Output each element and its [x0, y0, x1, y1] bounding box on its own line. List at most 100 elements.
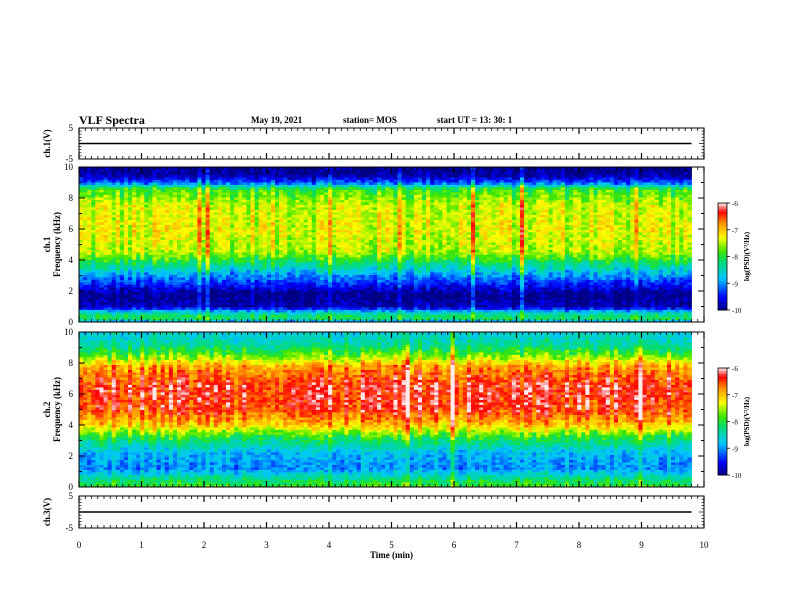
spectrogram-cell: [201, 242, 206, 245]
spectrogram-cell: [552, 314, 558, 318]
spectrogram-cell: [499, 249, 505, 253]
spectrogram-cell: [593, 307, 598, 310]
spectrogram-cell: [287, 267, 292, 270]
spectrogram-cell: [132, 319, 137, 323]
spectrogram-cell: [311, 279, 317, 283]
spectrogram-cell: [532, 262, 537, 265]
spectrogram-cell: [573, 247, 578, 250]
spectrogram-cell: [111, 269, 117, 273]
spectrogram-cell: [315, 284, 321, 288]
spectrogram-cell: [597, 272, 603, 275]
spectrogram-cell: [385, 252, 390, 255]
spectrogram-cell: [336, 247, 341, 250]
spectrogram-cell: [295, 244, 300, 248]
spectrogram-cell: [226, 297, 231, 300]
spectrogram-cell: [667, 269, 672, 273]
spectrogram-cell: [307, 249, 313, 253]
spectrogram-cell: [560, 277, 566, 280]
spectrogram-cell: [438, 279, 443, 283]
spectrogram-cell: [205, 292, 211, 295]
spectrogram-cell: [115, 247, 121, 250]
spectrogram-cell: [503, 304, 509, 308]
spectrogram-cell: [528, 269, 533, 273]
spectrogram-cell: [238, 302, 243, 305]
spectrogram-cell: [205, 289, 211, 293]
spectrogram-cell: [368, 277, 374, 280]
spectrogram-cell: [254, 272, 260, 275]
spectrogram-cell: [581, 319, 586, 323]
spectrogram-cell: [613, 309, 619, 313]
spectrogram-cell: [87, 249, 92, 253]
spectrogram-cell: [201, 259, 206, 263]
spectrogram-cell: [466, 239, 472, 243]
spectrogram-cell: [287, 304, 292, 308]
spectrogram-cell: [589, 292, 594, 295]
spectrogram-cell: [389, 249, 394, 253]
spectrogram-cell: [226, 314, 231, 318]
spectrogram-cell: [585, 254, 590, 258]
spectrogram-cell: [128, 297, 133, 300]
spectrogram-cell: [360, 309, 366, 313]
spectrogram-cell: [279, 309, 284, 313]
spectrogram-cell: [275, 302, 280, 305]
spectrogram-cell: [507, 299, 513, 303]
spectrogram-cell: [373, 257, 378, 260]
spectrogram-cell: [430, 244, 435, 248]
spectrogram-cell: [168, 247, 174, 250]
spectrogram-cell: [185, 297, 190, 300]
spectrogram-cell: [393, 317, 398, 320]
spectrogram-cell: [401, 297, 407, 300]
spectrogram-cell: [242, 274, 247, 278]
spectrogram-cell: [438, 289, 443, 293]
spectrogram-cell: [250, 304, 255, 308]
spectrogram-cell: [328, 307, 333, 310]
spectrogram-cell: [83, 264, 88, 268]
spectrogram-cell: [332, 254, 337, 258]
spectrogram-cell: [609, 304, 615, 308]
spectrogram-cell: [270, 302, 276, 305]
spectrogram-cell: [381, 252, 386, 255]
spectrogram-cell: [434, 252, 439, 255]
spectrogram-cell: [132, 277, 137, 280]
spectrogram-cell: [197, 272, 202, 275]
spectrogram-cell: [111, 254, 117, 258]
spectrogram-cell: [377, 317, 382, 320]
spectrogram-cell: [524, 319, 529, 323]
spectrogram-cell: [544, 242, 549, 245]
spectrogram-cell: [511, 269, 517, 273]
spectrogram-cell: [536, 309, 541, 313]
spectrogram-cell: [581, 309, 586, 313]
spectrogram-cell: [503, 277, 509, 280]
spectrogram-cell: [87, 272, 92, 275]
spectrogram-cell: [446, 267, 451, 270]
spectrogram-cell: [299, 292, 304, 295]
spectrogram-cell: [123, 282, 129, 285]
spectrogram-cell: [671, 307, 676, 310]
spectrogram-cell: [462, 254, 468, 258]
spectrogram-cell: [417, 299, 423, 303]
spectrogram-cell: [172, 284, 178, 288]
spectrogram-cell: [662, 309, 668, 313]
spectrogram-cell: [552, 317, 558, 320]
spectrogram-cell: [544, 239, 549, 243]
spectrogram-cell: [577, 269, 582, 273]
spectrogram-cell: [446, 317, 451, 320]
spectrogram-cell: [626, 299, 631, 303]
spectrogram-cell: [152, 252, 157, 255]
spectrogram-cell: [667, 317, 672, 320]
spectrogram-cell: [417, 252, 423, 255]
spectrogram-cell: [511, 259, 517, 263]
spectrogram-cell: [658, 247, 664, 250]
spectrogram-cell: [221, 317, 227, 320]
spectrogram-cell: [393, 249, 398, 253]
spectrogram-cell: [238, 299, 243, 303]
spectrogram-cell: [246, 287, 251, 290]
spectrogram-cell: [475, 239, 480, 243]
spectrogram-cell: [491, 279, 496, 283]
spectrogram-cell: [638, 304, 643, 308]
spectrogram-cell: [234, 299, 239, 303]
spectrogram-cell: [679, 289, 684, 293]
spectrogram-cell: [79, 307, 84, 310]
spectrogram-cell: [638, 292, 643, 295]
spectrogram-cell: [140, 304, 145, 308]
